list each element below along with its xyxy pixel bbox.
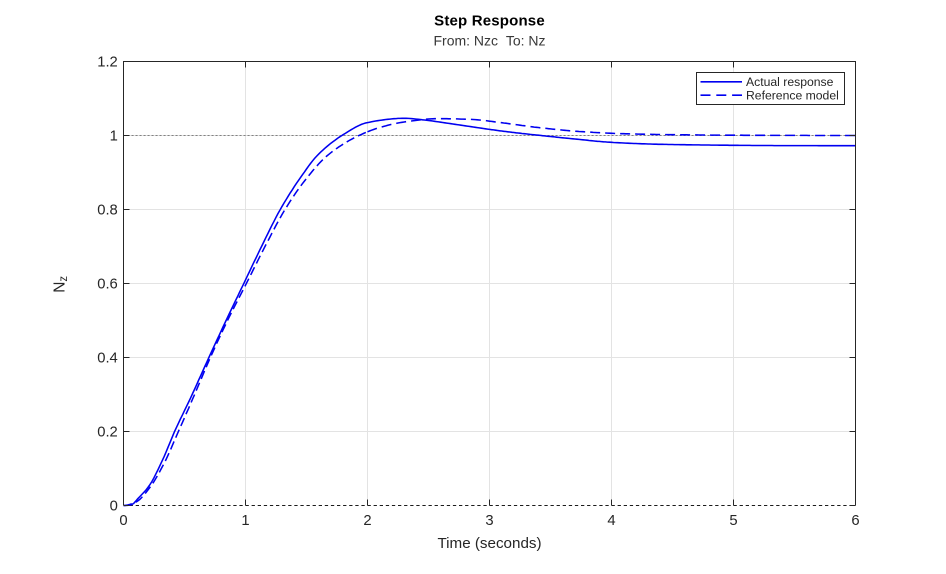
svg-text:Step Response: Step Response bbox=[434, 13, 545, 30]
svg-text:1: 1 bbox=[241, 513, 249, 529]
svg-text:Time (seconds): Time (seconds) bbox=[437, 535, 541, 552]
svg-text:0.8: 0.8 bbox=[97, 203, 118, 219]
svg-text:From: Nzc To: Nz: From: Nzc To: Nz bbox=[433, 32, 545, 48]
svg-text:0: 0 bbox=[119, 513, 127, 529]
svg-text:4: 4 bbox=[607, 513, 615, 529]
svg-text:6: 6 bbox=[851, 513, 859, 529]
svg-text:3: 3 bbox=[485, 513, 493, 529]
svg-text:1: 1 bbox=[110, 129, 118, 145]
svg-text:Actual response: Actual response bbox=[746, 75, 834, 89]
svg-text:0.2: 0.2 bbox=[97, 425, 118, 441]
svg-text:0: 0 bbox=[110, 499, 118, 515]
svg-text:2: 2 bbox=[363, 513, 371, 529]
svg-text:1.2: 1.2 bbox=[97, 55, 118, 71]
svg-text:Reference model: Reference model bbox=[746, 88, 839, 102]
svg-text:0.6: 0.6 bbox=[97, 277, 118, 293]
svg-text:5: 5 bbox=[729, 513, 737, 529]
svg-text:0.4: 0.4 bbox=[97, 351, 118, 367]
